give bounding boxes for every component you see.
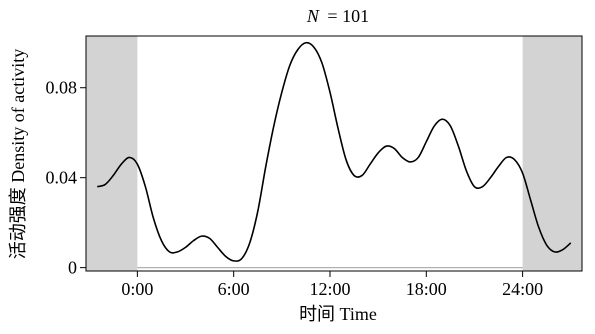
axis-ticks: 0:00 6:00 12:00 18:00 24:00 0 0.04 0.08 — [46, 78, 544, 299]
y-tick-label: 0.08 — [46, 78, 78, 98]
chart-title: N = 101 — [306, 6, 369, 26]
shaded-region-1 — [522, 36, 582, 271]
title-n-symbol: N — [306, 6, 320, 26]
plot-frame — [85, 35, 583, 272]
x-tick-label: 18:00 — [406, 279, 447, 299]
y-tick-label: 0 — [68, 258, 77, 278]
y-axis-label: 活动强度 Density of activity — [8, 49, 28, 259]
x-axis-label: 时间 Time — [299, 304, 377, 324]
x-tick-label: 0:00 — [121, 279, 153, 299]
title-n-value: = 101 — [327, 6, 369, 26]
density-curve — [97, 41, 572, 262]
y-tick-label: 0.04 — [46, 168, 78, 188]
shaded-region-0 — [86, 36, 138, 271]
x-tick-label: 12:00 — [309, 279, 350, 299]
x-tick-label: 6:00 — [218, 279, 250, 299]
shaded-regions — [86, 36, 582, 271]
x-tick-label: 24:00 — [502, 279, 543, 299]
